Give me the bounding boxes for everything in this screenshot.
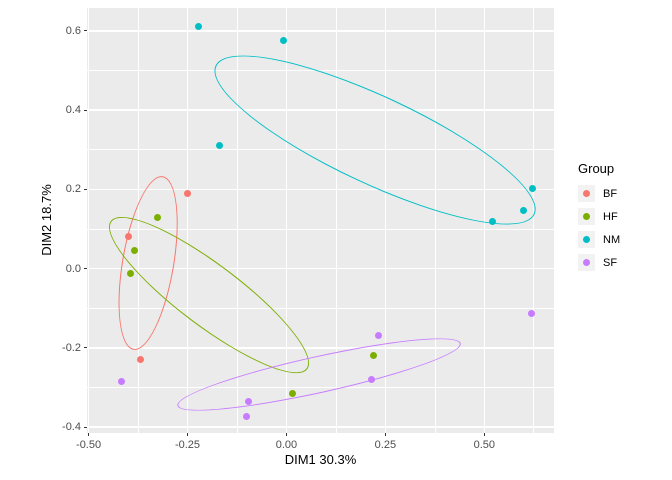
gridline-x-minor [137,8,139,433]
x-tick-label: -0.50 [76,439,102,451]
legend-key-SF [578,254,595,271]
x-axis-title: DIM1 30.3% [284,452,357,467]
y-tick-label: 0.4 [65,104,81,117]
legend-key-HF [578,208,595,225]
legend-key-BF [578,185,595,202]
gridline-y-minor [87,307,554,309]
data-point-SF [244,397,252,405]
gridline-x-major [285,8,288,433]
gridline-y-minor [87,149,554,151]
gridline-y-minor [87,70,554,71]
data-point-BF [184,189,192,197]
confidence-ellipse-NM [197,25,554,255]
y-tick [84,109,87,111]
legend-key-NM [578,231,595,248]
data-point-NM [280,36,288,44]
legend-swatch-NM [583,236,590,243]
gridline-x-minor [533,8,535,433]
x-tick [88,433,90,436]
gridline-y-major [87,426,554,428]
y-tick-label: 0.0 [65,262,81,275]
legend-label-NM: NM [603,233,621,246]
legend: Group BF HF NM SF [578,161,620,277]
gridline-x-minor [335,8,337,433]
x-tick-label: 0.50 [473,439,496,451]
data-point-BF [124,233,132,241]
y-tick [84,30,87,32]
gridline-x-major [483,8,486,433]
data-point-BF [136,356,144,364]
data-point-SF [243,412,251,420]
data-point-HF [131,247,139,255]
y-tick-label: 0.6 [65,24,81,37]
data-point-SF [117,378,125,385]
x-tick [483,433,485,436]
y-tick-label: -0.4 [62,421,81,434]
gridline-y-major [87,347,554,349]
gridline-y-major [87,188,554,191]
x-tick [384,433,386,436]
gridline-x-minor [434,8,436,433]
gridline-y-minor [87,387,554,388]
y-tick [84,347,87,349]
x-tick-label: 0.00 [275,439,298,451]
legend-label-HF: HF [603,210,618,223]
confidence-ellipse-SF [173,325,465,424]
x-tick [187,433,189,436]
data-point-SF [528,309,536,317]
legend-label-SF: SF [603,256,618,269]
gridline-x-major [186,8,189,433]
y-tick [84,426,87,428]
gridline-y-major [87,109,554,111]
x-tick-label: 0.25 [374,439,397,451]
gridline-x-minor [236,8,238,433]
gridline-y-major [87,30,554,32]
data-point-NM [488,217,496,225]
gridline-x-major [384,8,387,433]
data-point-SF [368,376,376,384]
data-point-HF [126,269,134,277]
gridline-y-minor [87,228,554,230]
legend-swatch-BF [583,190,590,197]
legend-item-NM: NM [578,231,620,248]
legend-swatch-HF [583,213,590,220]
legend-item-SF: SF [578,254,620,271]
y-tick [84,268,87,270]
legend-title: Group [578,161,615,176]
y-tick-label: -0.2 [62,341,81,354]
gridline-y-major [87,267,554,270]
legend-label-BF: BF [603,187,618,200]
legend-swatch-SF [583,259,590,266]
legend-item-HF: HF [578,208,620,225]
x-tick [285,433,287,436]
y-tick [84,188,87,190]
x-tick-label: -0.25 [174,439,201,451]
plot-panel [87,8,554,433]
data-point-NM [215,141,223,149]
data-point-HF [370,352,378,360]
data-point-HF [288,389,296,397]
legend-items: BF HF NM SF [578,185,620,271]
data-point-SF [375,332,383,340]
y-tick-label: 0.2 [65,183,81,196]
data-point-NM [194,23,202,31]
y-axis-title: DIM2 18.7% [39,184,54,256]
data-point-NM [520,206,528,214]
data-point-HF [154,213,162,221]
data-point-NM [528,185,536,193]
legend-item-BF: BF [578,185,620,202]
gridline-x-major [87,8,90,433]
